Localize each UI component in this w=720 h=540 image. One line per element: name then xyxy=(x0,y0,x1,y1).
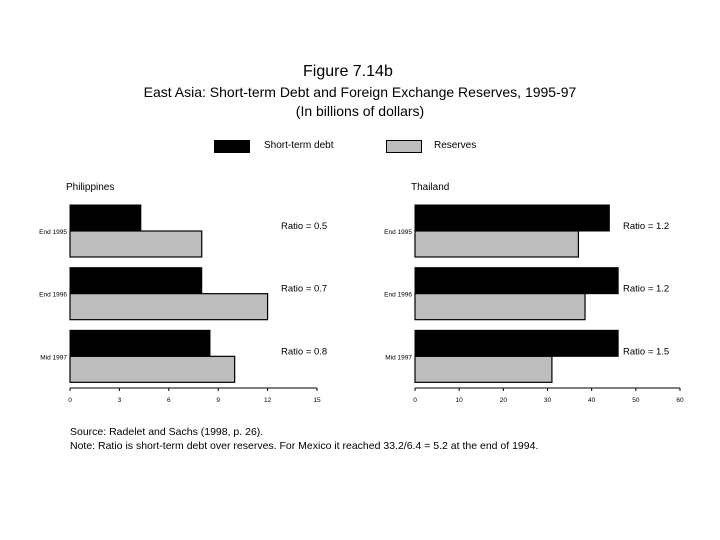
panel-title-thailand: Thailand xyxy=(411,182,450,193)
philippines-bar-reserves-mid-1997 xyxy=(69,355,236,383)
philippines-bar-reserves-end-1995 xyxy=(69,230,203,258)
philippines-bar-short-term-debt-end-1996 xyxy=(69,267,203,295)
thailand-bar-reserves-end-1996 xyxy=(414,293,586,321)
thailand-ratio-annotation-end-1995: Ratio = 1.2 xyxy=(623,221,669,232)
philippines-ratio-annotation-end-1996: Ratio = 0.7 xyxy=(281,284,327,295)
thailand-x-tick-label-2: 20 xyxy=(500,397,508,404)
thailand-x-tick-label-1: 10 xyxy=(456,397,464,404)
thailand-category-label-end-1996: End 1996 xyxy=(384,292,412,299)
thailand-x-tick-label-6: 60 xyxy=(676,397,684,404)
philippines-x-tick-label-3: 9 xyxy=(216,397,220,404)
thailand-x-tick-label-0: 0 xyxy=(413,397,417,404)
legend-label-short-term-debt: Short-term debt xyxy=(264,140,334,151)
philippines-bar-short-term-debt-mid-1997 xyxy=(69,329,211,357)
philippines-category-label-end-1995: End 1995 xyxy=(39,229,67,236)
legend-label-reserves: Reserves xyxy=(434,140,477,151)
philippines-x-tick-label-4: 12 xyxy=(264,397,272,404)
philippines-ratio-annotation-mid-1997: Ratio = 0.8 xyxy=(281,346,327,357)
philippines-bar-short-term-debt-end-1995 xyxy=(69,204,142,232)
thailand-category-label-end-1995: End 1995 xyxy=(384,229,412,236)
thailand-x-tick-label-4: 40 xyxy=(588,397,596,404)
panel-title-philippines: Philippines xyxy=(66,182,115,193)
thailand-bar-short-term-debt-end-1996 xyxy=(414,267,619,295)
thailand-bar-short-term-debt-end-1995 xyxy=(414,204,610,232)
figure-title: Figure 7.14b xyxy=(303,63,393,80)
philippines-bar-reserves-end-1996 xyxy=(69,293,269,321)
figure-subtitle: East Asia: Short-term Debt and Foreign E… xyxy=(143,84,577,100)
philippines-category-label-end-1996: End 1996 xyxy=(39,292,67,299)
thailand-bar-short-term-debt-mid-1997 xyxy=(414,329,619,357)
philippines-x-tick-label-1: 3 xyxy=(118,397,122,404)
thailand-ratio-annotation-mid-1997: Ratio = 1.5 xyxy=(623,346,669,357)
figure-units: (In billions of dollars) xyxy=(295,103,425,119)
legend-swatch-short-term-debt xyxy=(214,140,250,153)
footnote-note: Note: Ratio is short-term debt over rese… xyxy=(70,440,539,452)
legend-swatch-reserves xyxy=(386,140,422,153)
thailand-ratio-annotation-end-1996: Ratio = 1.2 xyxy=(623,284,669,295)
thailand-x-tick-label-5: 50 xyxy=(632,397,640,404)
thailand-bar-reserves-end-1995 xyxy=(414,230,580,258)
philippines-category-label-mid-1997: Mid 1997 xyxy=(40,354,67,361)
thailand-bar-reserves-mid-1997 xyxy=(414,355,553,383)
footnote-source: Source: Radelet and Sachs (1998, p. 26). xyxy=(70,426,264,438)
philippines-x-tick-label-5: 15 xyxy=(313,397,321,404)
philippines-x-tick-label-0: 0 xyxy=(68,397,72,404)
thailand-category-label-mid-1997: Mid 1997 xyxy=(385,354,412,361)
philippines-x-tick-label-2: 6 xyxy=(167,397,171,404)
thailand-x-tick-label-3: 30 xyxy=(544,397,552,404)
philippines-ratio-annotation-end-1995: Ratio = 0.5 xyxy=(281,221,327,232)
